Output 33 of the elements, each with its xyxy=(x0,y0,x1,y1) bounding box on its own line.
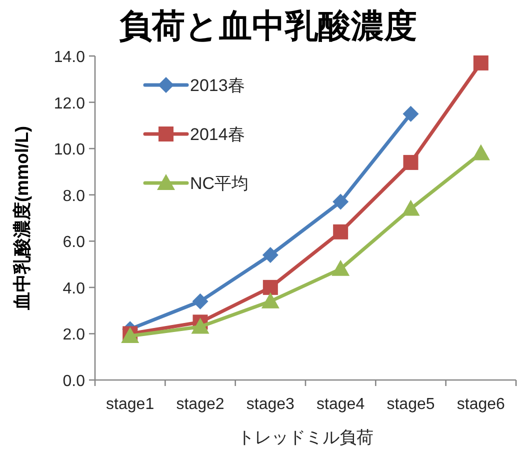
point xyxy=(472,144,490,160)
point xyxy=(332,260,350,276)
y-axis-title: 血中乳酸濃度(mmol/L) xyxy=(12,126,32,311)
point xyxy=(403,154,418,170)
point xyxy=(332,194,349,210)
chart-title: 負荷と血中乳酸濃度 xyxy=(119,7,417,44)
point xyxy=(192,293,208,310)
legend-label: 2014春 xyxy=(190,125,245,144)
y-tick-label: 14.0 xyxy=(54,49,86,66)
point xyxy=(262,280,278,295)
y-tick-label: 8.0 xyxy=(62,188,86,205)
x-axis-title: トレッドミル負荷 xyxy=(238,428,374,447)
point xyxy=(473,55,488,70)
y-tick-label: 12.0 xyxy=(54,95,86,112)
point xyxy=(402,200,420,216)
x-tick-label: stage4 xyxy=(316,396,365,413)
y-tick-label: 10.0 xyxy=(54,142,86,159)
point xyxy=(261,292,280,308)
y-tick-label: 2.0 xyxy=(62,326,86,344)
x-tick-label: stage5 xyxy=(386,396,435,413)
x-tick-label: stage6 xyxy=(456,396,506,413)
legend-label: 2013春 xyxy=(190,76,245,95)
point xyxy=(333,224,348,240)
legend-label: NC平均 xyxy=(190,174,249,193)
point xyxy=(402,106,419,122)
point xyxy=(262,247,278,264)
y-tick-label: 4.0 xyxy=(62,280,86,298)
x-tick-label: stage1 xyxy=(106,396,154,413)
y-tick-label: 0.0 xyxy=(62,373,86,390)
x-tick-label: stage2 xyxy=(176,396,224,413)
x-tick-label: stage3 xyxy=(246,396,295,413)
y-tick-label: 6.0 xyxy=(62,234,86,252)
point xyxy=(191,318,210,334)
